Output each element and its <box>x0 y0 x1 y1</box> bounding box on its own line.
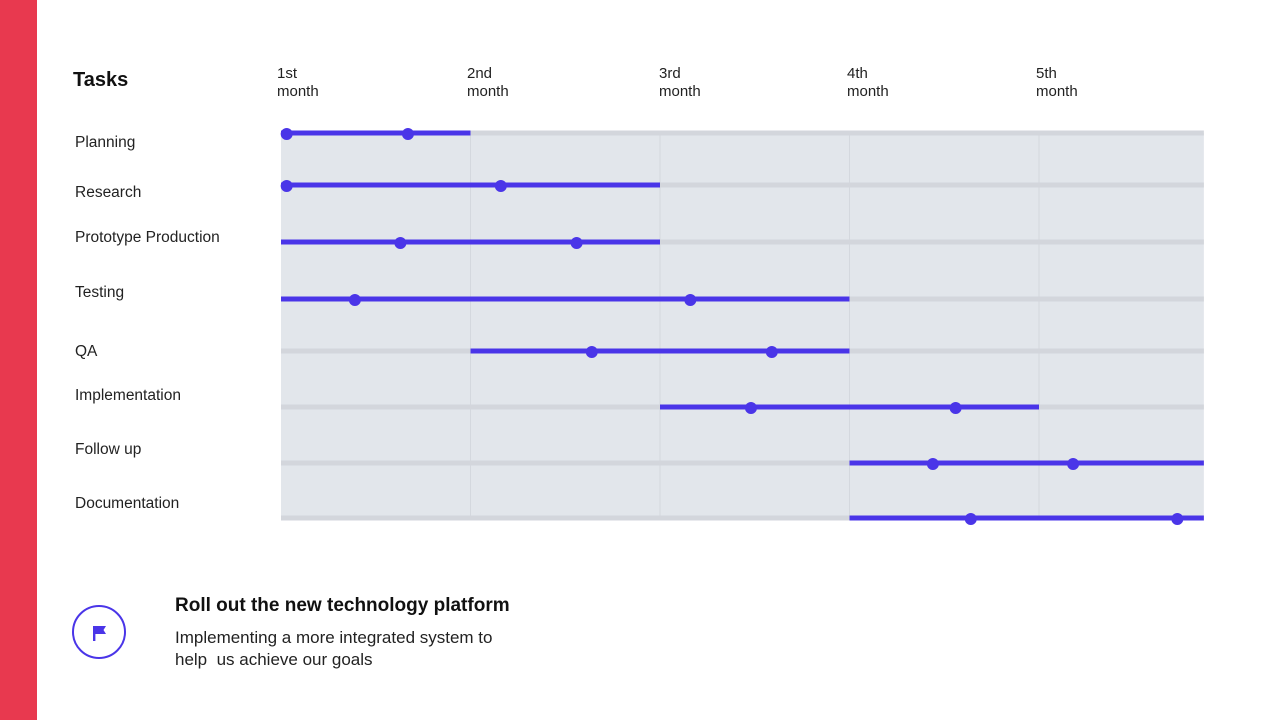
task-label-research: Research <box>75 184 142 201</box>
task-marker <box>348 294 361 306</box>
task-label-documentation: Documentation <box>75 495 180 512</box>
task-marker <box>394 237 407 249</box>
month-label: 2nd month <box>467 65 509 100</box>
task-label-follow-up: Follow up <box>75 441 142 458</box>
tasks-heading: Tasks <box>73 69 129 91</box>
task-label-planning: Planning <box>75 134 136 151</box>
task-marker <box>949 402 962 414</box>
month-label: 1st month <box>277 65 319 100</box>
task-marker <box>585 346 598 358</box>
task-marker <box>765 346 778 358</box>
goal-description-line: help us achieve our goals <box>175 650 373 669</box>
task-marker <box>570 237 583 249</box>
task-marker <box>280 180 293 192</box>
task-marker <box>280 128 293 140</box>
task-marker <box>494 180 507 192</box>
task-marker <box>684 294 697 306</box>
task-marker <box>401 128 414 140</box>
task-label-testing: Testing <box>75 284 125 301</box>
flag-icon <box>93 626 106 641</box>
task-label-qa: QA <box>75 343 98 360</box>
month-label: 3rd month <box>659 65 701 100</box>
accent-band <box>0 0 37 720</box>
goal-description: Implementing a more integrated system to… <box>175 627 595 671</box>
task-marker <box>926 458 939 470</box>
task-label-implementation: Implementation <box>75 387 181 404</box>
task-marker <box>1171 513 1184 525</box>
month-label: 5th month <box>1036 65 1078 100</box>
task-marker <box>1067 458 1080 470</box>
chart-background <box>281 133 1204 518</box>
task-marker <box>964 513 977 525</box>
task-label-prototype-production: Prototype Production <box>75 229 220 246</box>
goal-badge <box>72 605 126 659</box>
goal-description-line: Implementing a more integrated system to <box>175 628 493 647</box>
task-marker <box>744 402 757 414</box>
month-label: 4th month <box>847 65 889 100</box>
goal-title: Roll out the new technology platform <box>175 595 510 616</box>
